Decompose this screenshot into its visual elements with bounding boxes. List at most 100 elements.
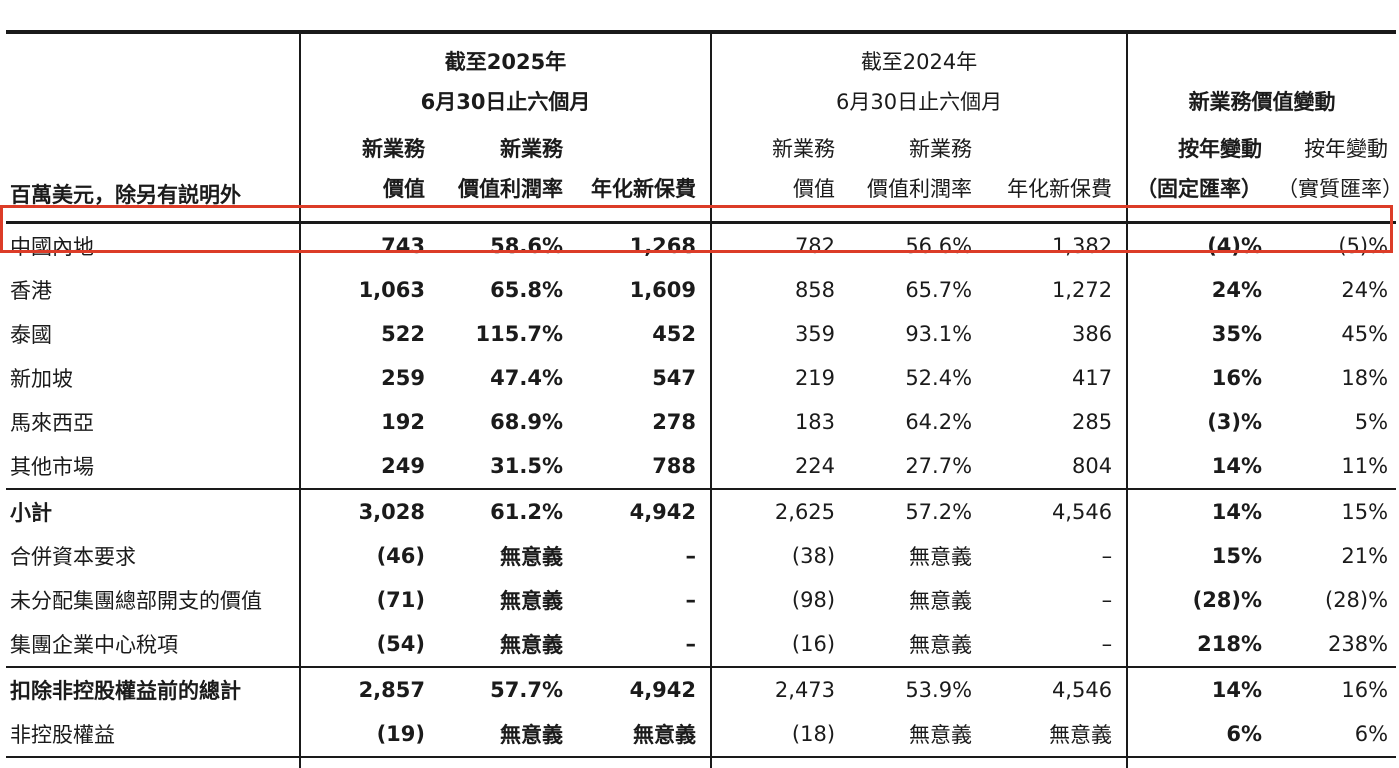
table-cell: (3)%	[1126, 400, 1277, 444]
table-cell: 218%	[1126, 622, 1277, 668]
table-cell: 35%	[1126, 312, 1277, 356]
table-cell: 無意義	[849, 712, 987, 758]
table-cell: 58.6%	[490, 234, 563, 258]
row-label: 非控股權益	[6, 712, 300, 758]
table-cell: (28)%	[1325, 588, 1389, 612]
table-row: 其他市場 249 31.5% 788 224 27.7% 804 14% 11%	[6, 444, 1397, 490]
table-cell: –	[685, 544, 697, 568]
row-label: 其他市場	[6, 444, 300, 490]
table-cell: 21%	[1341, 544, 1389, 568]
table-cell: 1,272	[1051, 278, 1113, 302]
corner-spacer	[6, 32, 300, 128]
col-header-line: 新業務	[909, 137, 973, 161]
table-cell: 743	[299, 222, 439, 268]
table-cell: 14%	[1126, 757, 1277, 768]
col-header-line: 新業務	[772, 137, 836, 161]
col-header-margin-2025: 新業務 價值利潤率	[439, 128, 577, 224]
period-2025-line2: 6月30日止六個月	[420, 90, 591, 114]
row-label: 未分配集團總部開支的價值	[10, 589, 262, 613]
table-cell: –	[986, 622, 1128, 668]
table-cell: 3,028	[299, 489, 439, 534]
table-cell: 238%	[1276, 622, 1397, 668]
table-cell: 無意義	[909, 545, 973, 569]
table-cell: 2,838	[299, 757, 439, 768]
table-cell: 93.1%	[905, 322, 973, 346]
table-cell: 14%	[1126, 667, 1277, 712]
table-cell: 57.7%	[490, 678, 563, 702]
change-group-header: 新業務價值變動	[1126, 32, 1397, 128]
table-cell: 804	[986, 444, 1128, 490]
table-cell: 1,063	[299, 268, 439, 312]
table-cell: (4)%	[1126, 222, 1277, 268]
row-label: 香港	[10, 279, 52, 303]
table-row: 泰國 522 115.7% 452 359 93.1% 386 35% 45%	[6, 312, 1396, 356]
col-header-line: 價值利潤率	[458, 177, 563, 201]
table-cell: –	[685, 588, 697, 612]
table-cell: (5)%	[1338, 234, 1389, 258]
table-cell: 無意義	[439, 622, 577, 668]
table-cell: 224	[710, 444, 850, 490]
table-row: 非控股權益 (19) 無意義 無意義 (18) 無意義 無意義 6% 6%	[6, 712, 1397, 758]
table-cell: –	[577, 622, 712, 668]
col-header-line: （實質匯率）	[1277, 177, 1399, 201]
table-cell: 14%	[1126, 489, 1277, 534]
col-header-margin-2024: 新業務 價值利潤率	[849, 128, 987, 224]
table-cell: 27.7%	[849, 444, 987, 490]
table-row-highlighted: 中國內地 743 58.6% 1,268 782 56.6% 1,382 (4)% (5)%	[6, 222, 1396, 268]
col-header-anp-2024: 年化新保費	[986, 128, 1128, 224]
row-label: 泰國	[10, 323, 52, 347]
table-cell: 61.2%	[490, 500, 563, 524]
table-cell: 57.2%	[905, 500, 973, 524]
row-label: 集團企業中心稅項	[6, 622, 300, 668]
new-business-value-table: 截至2025年 6月30日止六個月 截至2024年 6月30日止六個月 新業務價…	[6, 30, 1399, 768]
table-cell: 782	[710, 222, 850, 268]
table-cell: 4,942	[629, 678, 697, 702]
table-cell: 64.2%	[905, 410, 973, 434]
period-2024-line2: 6月30日止六個月	[836, 90, 1003, 114]
table-cell: (28)%	[1126, 578, 1277, 622]
table-cell: 16%	[1126, 356, 1277, 400]
table-cell: 285	[1071, 410, 1113, 434]
table-cell: 547	[652, 366, 697, 390]
change-group-title: 新業務價值變動	[1188, 90, 1336, 114]
table-cell: 16%	[1276, 757, 1396, 768]
table-cell: (19)	[299, 712, 439, 758]
table-cell: 31.5%	[439, 444, 577, 490]
table-cell: 無意義	[439, 712, 577, 758]
table-cell: 45%	[1341, 322, 1389, 346]
table-cell: 386	[1071, 322, 1113, 346]
period-2025-line1: 截至2025年	[444, 50, 567, 74]
row-label: 小計	[10, 501, 52, 525]
period-2024-header: 截至2024年 6月30日止六個月	[710, 32, 1128, 128]
table-row: 小計 3,028 61.2% 4,942 2,625 57.2% 4,546 14% 15%	[6, 489, 1396, 534]
table-cell: 無意義	[849, 622, 987, 668]
table-cell: 53.9%	[905, 678, 973, 702]
table-cell: (18)	[710, 712, 850, 758]
table-cell: 65.7%	[905, 278, 973, 302]
row-label: 馬來西亞	[10, 411, 94, 435]
col-header-anp-2025: 年化新保費	[577, 128, 712, 224]
table-cell: 18%	[1341, 366, 1389, 390]
table-cell: 53.9%	[849, 757, 986, 768]
table-cell: 16%	[1341, 678, 1389, 702]
table-cell: 2,455	[710, 757, 850, 768]
table-cell: 115.7%	[475, 322, 563, 346]
col-header-line: （固定匯率）	[1136, 177, 1263, 201]
table-cell: 4,942	[629, 500, 697, 524]
period-2025-header: 截至2025年 6月30日止六個月	[298, 32, 712, 128]
table-row: 新加坡 259 47.4% 547 219 52.4% 417 16% 18%	[6, 356, 1396, 400]
table-cell: 56.6%	[905, 234, 973, 258]
table-cell: –	[1101, 588, 1113, 612]
table-cell: 15%	[1126, 534, 1277, 578]
table-cell: 無意義	[500, 589, 563, 613]
period-2024-line1: 截至2024年	[860, 50, 978, 74]
row-label: 合併資本要求	[10, 545, 136, 569]
table-cell: 452	[652, 322, 697, 346]
col-header-line: 價值	[383, 177, 425, 201]
table-cell: –	[1101, 544, 1113, 568]
col-header-line: 按年變動	[1178, 137, 1263, 161]
table-cell: 4,942	[577, 757, 711, 768]
col-header-line: 價值	[793, 177, 836, 201]
